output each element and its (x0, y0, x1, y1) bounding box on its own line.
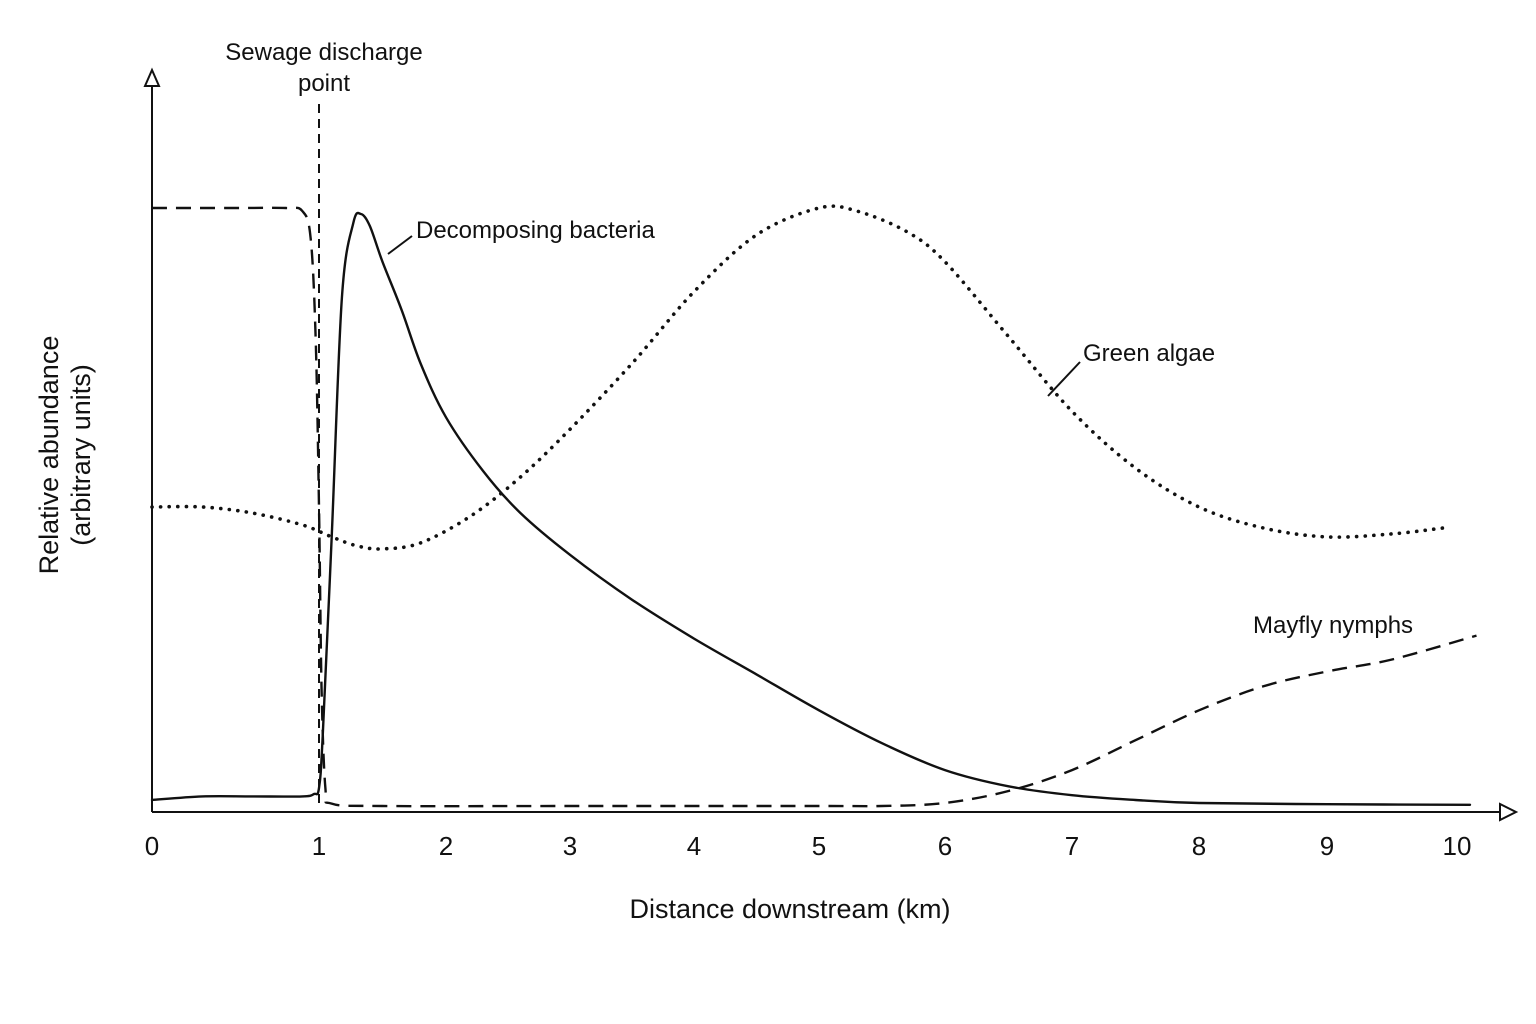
series-label-bacteria: Decomposing bacteria (387, 217, 655, 255)
x-tick-label: 10 (1443, 831, 1472, 861)
series-line-green-algae (150, 204, 1446, 551)
series-label-algae: Green algae (1047, 340, 1215, 397)
algae-leader-line (1047, 361, 1081, 397)
x-tick-label: 2 (439, 831, 453, 861)
bacteria-label: Decomposing bacteria (416, 217, 655, 244)
y-axis-arrow-icon (143, 67, 161, 87)
x-tick-label: 9 (1320, 831, 1334, 861)
x-axis-title: Distance downstream (km) (629, 894, 950, 924)
x-tick-label: 1 (312, 831, 326, 861)
x-tick-label: 0 (145, 831, 159, 861)
series-line-mayfly-nymphs (151, 206, 1477, 808)
x-axis-arrow-icon (1499, 802, 1519, 822)
bacteria-leader-line (387, 235, 413, 255)
y-axis-title-line2: (arbitrary units) (66, 364, 96, 546)
x-tick-label: 4 (687, 831, 701, 861)
x-tick-label: 3 (563, 831, 577, 861)
x-tick-label: 7 (1065, 831, 1079, 861)
discharge-label-line1: Sewage discharge (225, 39, 422, 66)
y-axis-title-line1: Relative abundance (34, 336, 64, 575)
algae-label: Green algae (1083, 340, 1215, 367)
mayfly-label: Mayfly nymphs (1253, 612, 1413, 639)
x-tick-label: 6 (938, 831, 952, 861)
series-line-decomposing-bacteria (150, 211, 1472, 806)
x-tick-label: 5 (812, 831, 826, 861)
series-lines (150, 204, 1477, 808)
x-tick-label: 8 (1192, 831, 1206, 861)
x-tick-labels: 0 1 2 3 4 5 6 7 8 9 10 (145, 831, 1472, 861)
discharge-label-line2: point (298, 70, 350, 97)
axes (143, 67, 1519, 822)
y-axis-title: Relative abundance (arbitrary units) (34, 336, 96, 575)
